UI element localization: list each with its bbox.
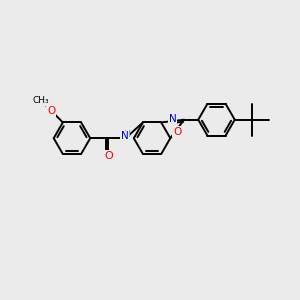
Text: H: H	[123, 130, 130, 139]
Text: O: O	[173, 127, 181, 136]
Text: O: O	[104, 151, 113, 160]
Text: N: N	[169, 114, 176, 124]
Text: O: O	[47, 106, 56, 116]
Text: N: N	[121, 131, 128, 142]
Text: CH₃: CH₃	[33, 96, 49, 105]
